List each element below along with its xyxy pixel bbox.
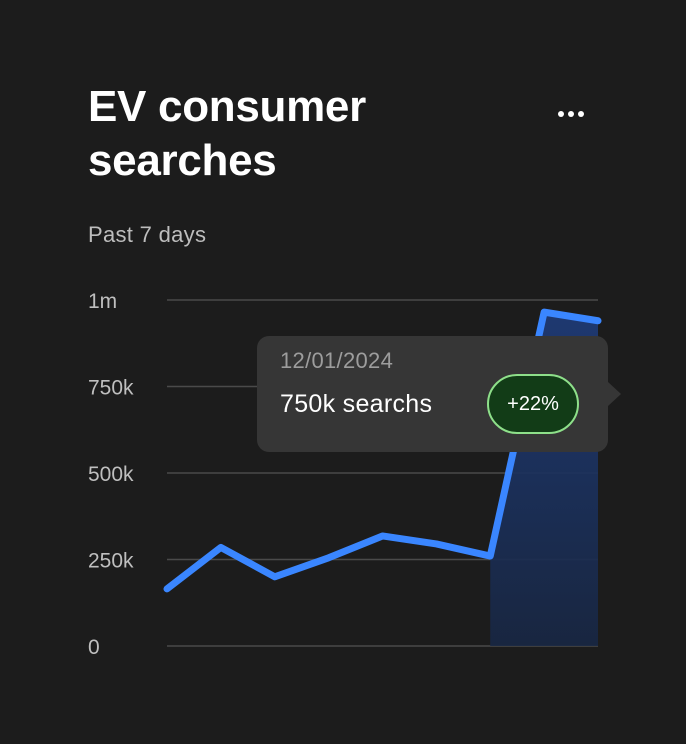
y-tick-label: 1m — [88, 290, 117, 313]
more-options-icon[interactable] — [548, 96, 594, 132]
chart-title: EV consumer searches — [88, 82, 366, 185]
chart-subtitle: Past 7 days — [88, 222, 207, 247]
data-tooltip: 12/01/2024 750k searchs +22% — [257, 336, 621, 452]
y-tick-label: 500k — [88, 463, 134, 486]
change-badge: +22% — [487, 374, 579, 434]
y-tick-label: 0 — [88, 636, 100, 659]
y-tick-label: 750k — [88, 377, 134, 400]
y-tick-label: 250k — [88, 550, 134, 573]
tooltip-date: 12/01/2024 — [280, 348, 394, 373]
tooltip-value: 750k searchs — [280, 390, 433, 418]
